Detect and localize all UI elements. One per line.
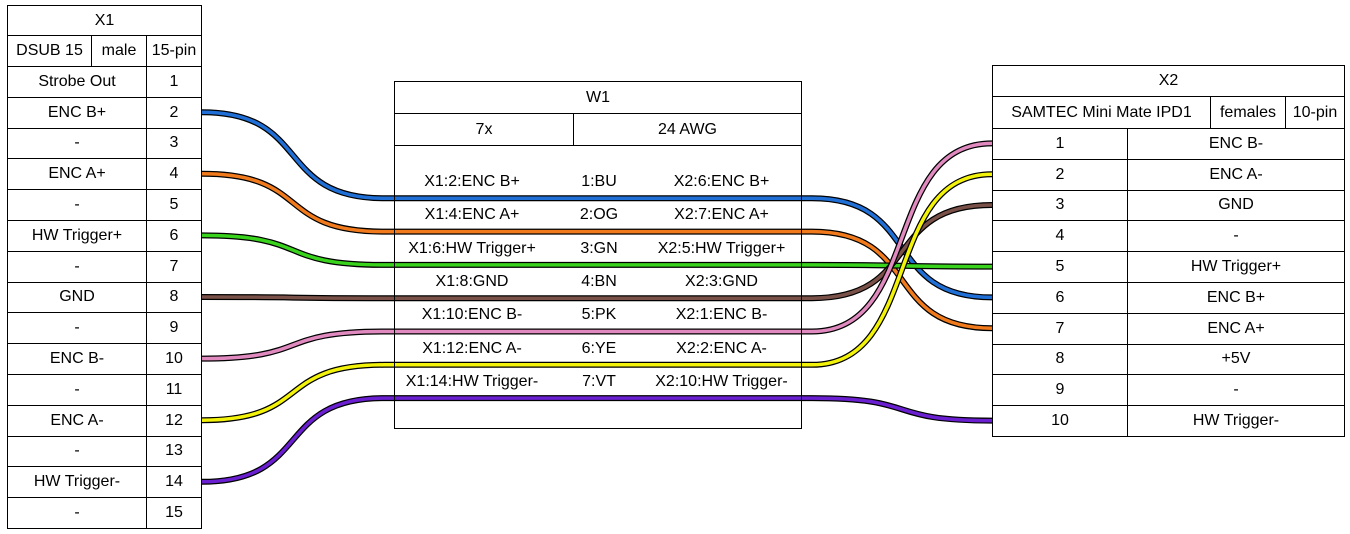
x2-pin-label: -	[1127, 220, 1345, 253]
x1-pin-label: ENC B+	[7, 96, 147, 129]
w1-wire-to: X2:5:HW Trigger+	[644, 239, 799, 258]
w1-wire-from: X1:6:HW Trigger+	[397, 239, 547, 258]
x2-pin-number: 4	[992, 220, 1128, 253]
w1-wire-id: 2:OG	[566, 206, 632, 225]
w1-wire-id: 7:VT	[566, 372, 632, 391]
x1-pin-number: 6	[146, 220, 202, 252]
x2-pin-number: 2	[992, 158, 1128, 191]
x1-pin-label: ENC A+	[7, 158, 147, 191]
x1-pin-label: -	[7, 312, 147, 345]
w1-title: W1	[394, 81, 802, 114]
x1-pin-label: -	[7, 127, 147, 160]
w1-wire-from: X1:4:ENC A+	[397, 206, 547, 225]
wire-6:YE	[201, 171, 993, 424]
x2-pin-label: ENC A-	[1127, 158, 1345, 191]
w1-wire-from: X1:2:ENC B+	[397, 173, 547, 191]
w1-wire-id: 5:PK	[566, 306, 632, 325]
w1-wire-row: X1:10:ENC B- 5:PK X2:1:ENC B-	[394, 300, 802, 333]
x2-title: X2	[992, 65, 1345, 97]
x2-pin-number: 5	[992, 251, 1128, 283]
x2-type: SAMTEC Mini Mate IPD1	[992, 96, 1211, 129]
w1-wire-row: X1:8:GND 4:BN X2:3:GND	[394, 267, 802, 300]
x2-pin-number: 1	[992, 128, 1128, 160]
x1-pin-label: Strobe Out	[7, 66, 147, 98]
x1-title: X1	[7, 5, 202, 36]
x1-pin-label: ENC A-	[7, 404, 147, 437]
w1-wire-to: X2:7:ENC A+	[644, 206, 799, 225]
x1-pin-label: -	[7, 435, 147, 468]
w1-wire-row: X1:4:ENC A+ 2:OG X2:7:ENC A+	[394, 200, 802, 233]
x1-pin-number: 4	[146, 158, 202, 191]
x2-pincount: 10-pin	[1285, 96, 1345, 129]
x1-pin-label: -	[7, 189, 147, 221]
wire-2:OG	[201, 170, 993, 332]
x1-pin-number: 1	[146, 66, 202, 98]
x2-pin-label: +5V	[1127, 343, 1345, 376]
x1-gender: male	[91, 35, 147, 67]
cable-w1: W1 7x 24 AWG X1:2:ENC B+ 1:BU X2:6:ENC B+ X…	[394, 81, 802, 429]
x1-pin-label: ENC B-	[7, 343, 147, 375]
x2-pin-number: 8	[992, 343, 1128, 376]
w1-wire-id: 1:BU	[566, 173, 632, 191]
x1-pin-number: 10	[146, 343, 202, 375]
x2-gender: females	[1210, 96, 1286, 129]
wire-3:GN	[201, 232, 993, 270]
x1-pin-label: -	[7, 497, 147, 529]
x1-pin-label: -	[7, 250, 147, 283]
x1-type: DSUB 15	[7, 35, 92, 67]
x2-pin-label: HW Trigger-	[1127, 405, 1345, 437]
wire-1:BU	[201, 109, 993, 301]
x2-pin-label: HW Trigger+	[1127, 251, 1345, 283]
w1-wire-to: X2:6:ENC B+	[644, 173, 799, 191]
w1-wire-to: X2:2:ENC A-	[644, 339, 799, 358]
w1-wire-row: X1:14:HW Trigger- 7:VT X2:10:HW Trigger-	[394, 367, 802, 400]
w1-wire-id: 6:YE	[566, 339, 632, 358]
x2-pin-label: GND	[1127, 189, 1345, 222]
x2-pin-label: ENC B+	[1127, 282, 1345, 314]
x1-pin-label: GND	[7, 281, 147, 314]
x2-pin-number: 9	[992, 374, 1128, 407]
w1-wire-from: X1:8:GND	[397, 272, 547, 291]
x1-pin-number: 12	[146, 404, 202, 437]
x1-pin-number: 8	[146, 281, 202, 314]
wire-5:PK	[201, 140, 993, 362]
w1-wire-from: X1:14:HW Trigger-	[397, 372, 547, 391]
w1-wire-from: X1:12:ENC A-	[397, 339, 547, 358]
w1-wire-from: X1:10:ENC B-	[397, 306, 547, 325]
x1-pincount: 15-pin	[146, 35, 202, 67]
x2-pin-label: -	[1127, 374, 1345, 407]
x2-pin-number: 6	[992, 282, 1128, 314]
x1-pin-label: -	[7, 374, 147, 406]
x1-pin-number: 14	[146, 466, 202, 499]
x1-pin-number: 9	[146, 312, 202, 345]
wire-7:VT	[201, 395, 993, 485]
x1-pin-number: 3	[146, 127, 202, 160]
x1-pin-number: 15	[146, 497, 202, 529]
w1-body	[394, 145, 802, 429]
w1-gauge: 24 AWG	[573, 113, 802, 146]
x1-pin-number: 7	[146, 250, 202, 283]
x1-pin-label: HW Trigger+	[7, 220, 147, 252]
w1-count: 7x	[394, 113, 574, 146]
w1-wire-row: X1:12:ENC A- 6:YE X2:2:ENC A-	[394, 334, 802, 367]
x1-pin-number: 2	[146, 96, 202, 129]
x2-pin-number: 7	[992, 312, 1128, 345]
w1-wire-to: X2:3:GND	[644, 272, 799, 291]
x1-pin-number: 11	[146, 374, 202, 406]
x1-pin-number: 5	[146, 189, 202, 221]
x2-pin-number: 3	[992, 189, 1128, 222]
x2-pin-label: ENC B-	[1127, 128, 1345, 160]
x2-pin-label: ENC A+	[1127, 312, 1345, 345]
wire-4:BN	[201, 202, 993, 302]
x2-pin-number: 10	[992, 405, 1128, 437]
w1-wire-id: 4:BN	[566, 272, 632, 291]
x1-pin-number: 13	[146, 435, 202, 468]
w1-wire-id: 3:GN	[566, 239, 632, 258]
w1-wire-to: X2:10:HW Trigger-	[644, 372, 799, 391]
w1-wire-row: X1:6:HW Trigger+ 3:GN X2:5:HW Trigger+	[394, 234, 802, 267]
w1-wire-row: X1:2:ENC B+ 1:BU X2:6:ENC B+	[394, 167, 802, 200]
x1-pin-label: HW Trigger-	[7, 466, 147, 499]
w1-wire-to: X2:1:ENC B-	[644, 306, 799, 325]
